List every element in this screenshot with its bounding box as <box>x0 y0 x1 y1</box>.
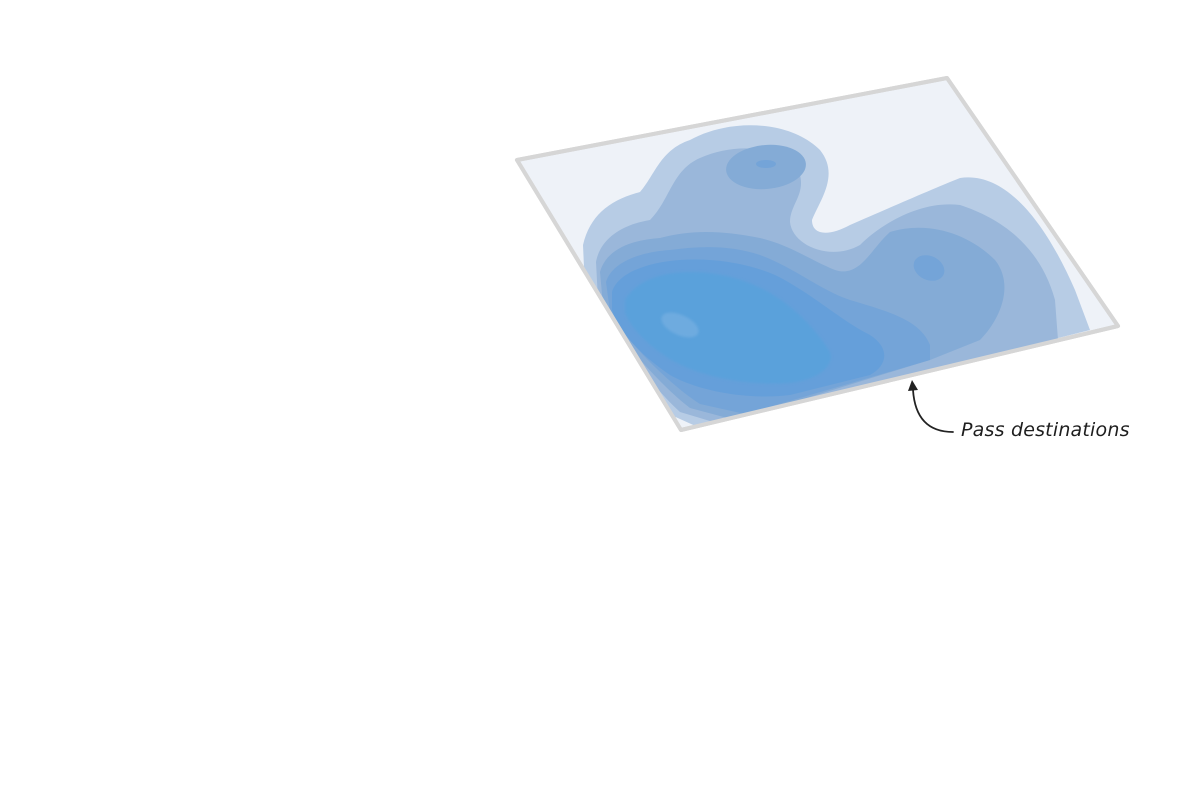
arrow-curve <box>912 389 954 433</box>
annotation-label: Pass destinations <box>961 419 1130 441</box>
secondary-hotspot-top-core <box>756 160 776 168</box>
secondary-hotspot-right <box>913 255 945 281</box>
density-peak <box>661 312 699 338</box>
pass-density-heatmap <box>583 125 1090 428</box>
arrow-head <box>908 380 918 391</box>
annotation-arrow <box>908 380 954 433</box>
density-level-6 <box>625 272 831 384</box>
pitch-border <box>515 76 1120 432</box>
